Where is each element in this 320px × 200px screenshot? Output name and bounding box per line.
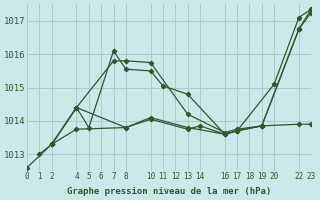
X-axis label: Graphe pression niveau de la mer (hPa): Graphe pression niveau de la mer (hPa) xyxy=(67,187,271,196)
